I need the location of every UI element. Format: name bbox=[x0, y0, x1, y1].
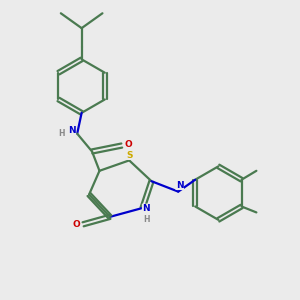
Text: N: N bbox=[176, 181, 184, 190]
Text: O: O bbox=[124, 140, 132, 148]
Text: N: N bbox=[68, 126, 76, 135]
Text: S: S bbox=[126, 151, 132, 160]
Text: O: O bbox=[73, 220, 80, 229]
Text: H: H bbox=[58, 129, 65, 138]
Text: N: N bbox=[142, 204, 150, 213]
Text: H: H bbox=[143, 215, 149, 224]
